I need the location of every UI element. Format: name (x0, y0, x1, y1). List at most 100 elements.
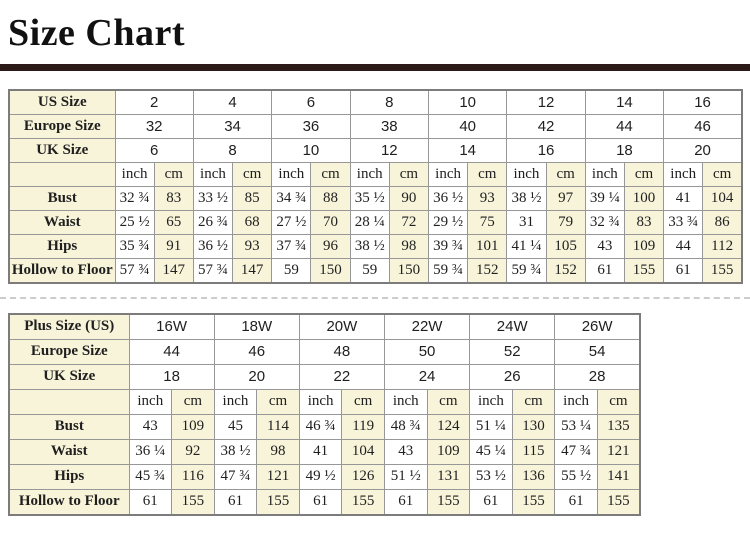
size-value-cell: 14 (427, 137, 508, 163)
measure-value-cell: 37 ¾ (271, 233, 312, 259)
measure-value-cell: 59 ¾ (506, 257, 547, 284)
unit-header-cell: inch (383, 388, 428, 415)
measure-value-cell: 35 ¾ (114, 233, 155, 259)
title-divider-bar (0, 63, 750, 71)
size-value-cell: 8 (192, 137, 273, 163)
unit-header-cell: inch (298, 388, 343, 415)
measure-value-cell: 105 (545, 233, 586, 259)
measure-value-cell: 155 (702, 257, 743, 284)
size-value-cell: 8 (349, 89, 430, 115)
measure-value-cell: 97 (545, 185, 586, 211)
measure-value-cell: 90 (388, 185, 430, 211)
measure-value-cell: 61 (469, 488, 513, 516)
measure-value-cell: 29 ½ (427, 209, 469, 235)
measure-value-cell: 150 (388, 257, 430, 284)
size-value-cell: 22 (298, 363, 385, 390)
measure-row: Bust 32 ¾ 83 33 ½ 85 34 ¾ 88 35 ½ 90 36 ½ 93 38 ½ 97… (8, 185, 743, 211)
measure-value-cell: 33 ¾ (663, 209, 704, 235)
standard-size-table: US Size 2 4 6 8 10 12 14 16 Europe Size 32 34 36 38 40… (8, 88, 743, 284)
unit-header-cell: cm (388, 161, 430, 187)
measure-value-cell: 59 ¾ (427, 257, 469, 284)
measure-value-cell: 135 (596, 413, 641, 440)
measure-value-cell: 48 ¾ (383, 413, 428, 440)
measure-value-cell: 65 (153, 209, 194, 235)
measure-value-cell: 47 ¾ (213, 463, 258, 490)
measure-value-cell: 124 (426, 413, 471, 440)
size-value-cell: 44 (128, 338, 215, 365)
measure-value-cell: 38 ½ (213, 438, 258, 465)
measure-value-cell: 43 (584, 233, 625, 259)
measure-value-cell: 131 (426, 463, 471, 490)
measure-value-cell: 109 (171, 413, 215, 440)
measure-value-cell: 150 (310, 257, 351, 284)
measure-value-cell: 136 (511, 463, 556, 490)
measure-value-cell: 92 (171, 438, 215, 465)
page-title: Size Chart (8, 12, 186, 54)
row-label: Waist (8, 438, 130, 465)
dashed-separator (0, 296, 750, 299)
measure-value-cell: 43 (128, 413, 173, 440)
size-value-cell: 38 (349, 113, 430, 139)
measure-value-cell: 34 ¾ (271, 185, 312, 211)
unit-header-cell: inch (584, 161, 625, 187)
measure-value-cell: 152 (467, 257, 508, 284)
row-label: Hollow to Floor (8, 257, 116, 284)
size-row: Europe Size 32 34 36 38 40 42 44 46 (8, 113, 743, 139)
measure-value-cell: 61 (554, 488, 598, 516)
measure-value-cell: 32 ¾ (114, 185, 155, 211)
unit-header-cell: cm (153, 161, 194, 187)
measure-value-cell: 98 (388, 233, 430, 259)
measure-value-cell: 32 ¾ (584, 209, 625, 235)
measure-value-cell: 59 (271, 257, 312, 284)
measure-value-cell: 57 ¾ (192, 257, 234, 284)
measure-value-cell: 83 (623, 209, 665, 235)
measure-value-cell: 27 ½ (271, 209, 312, 235)
measure-value-cell: 88 (310, 185, 351, 211)
measure-value-cell: 35 ½ (349, 185, 390, 211)
size-row: Plus Size (US) 16W 18W 20W 22W 24W 26W (8, 313, 641, 340)
measure-value-cell: 39 ¾ (427, 233, 469, 259)
measure-value-cell: 155 (426, 488, 471, 516)
size-value-cell: 20W (298, 313, 385, 340)
size-value-cell: 18W (213, 313, 300, 340)
measure-value-cell: 45 (213, 413, 258, 440)
unit-header-cell: cm (596, 388, 641, 415)
measure-value-cell: 83 (153, 185, 194, 211)
measure-value-cell: 93 (232, 233, 273, 259)
measure-value-cell: 96 (310, 233, 351, 259)
measure-value-cell: 61 (213, 488, 258, 516)
row-label (8, 161, 116, 187)
unit-header-cell: cm (467, 161, 508, 187)
measure-value-cell: 155 (256, 488, 300, 516)
measure-value-cell: 25 ½ (114, 209, 155, 235)
measure-value-cell: 33 ½ (192, 185, 234, 211)
measure-value-cell: 43 (383, 438, 428, 465)
unit-header-cell: inch (506, 161, 547, 187)
unit-header-cell: cm (702, 161, 743, 187)
measure-value-cell: 61 (584, 257, 625, 284)
measure-value-cell: 46 ¾ (298, 413, 343, 440)
measure-value-cell: 155 (341, 488, 385, 516)
size-value-cell: 40 (427, 113, 508, 139)
measure-value-cell: 100 (623, 185, 665, 211)
measure-value-cell: 109 (623, 233, 665, 259)
size-value-cell: 18 (128, 363, 215, 390)
measure-value-cell: 61 (383, 488, 428, 516)
row-label (8, 388, 130, 415)
measure-value-cell: 70 (310, 209, 351, 235)
measure-value-cell: 55 ½ (554, 463, 598, 490)
measure-value-cell: 72 (388, 209, 430, 235)
size-value-cell: 36 (271, 113, 351, 139)
row-label: Europe Size (8, 338, 130, 365)
measure-row: Hollow to Floor 61 155 61 155 61 155 61 155 61 155… (8, 488, 641, 516)
size-value-cell: 20 (213, 363, 300, 390)
row-label: US Size (8, 89, 116, 115)
measure-value-cell: 91 (153, 233, 194, 259)
measure-value-cell: 38 ½ (349, 233, 390, 259)
size-value-cell: 16 (506, 137, 586, 163)
measure-value-cell: 53 ½ (469, 463, 513, 490)
measure-value-cell: 147 (232, 257, 273, 284)
size-value-cell: 28 (554, 363, 641, 390)
